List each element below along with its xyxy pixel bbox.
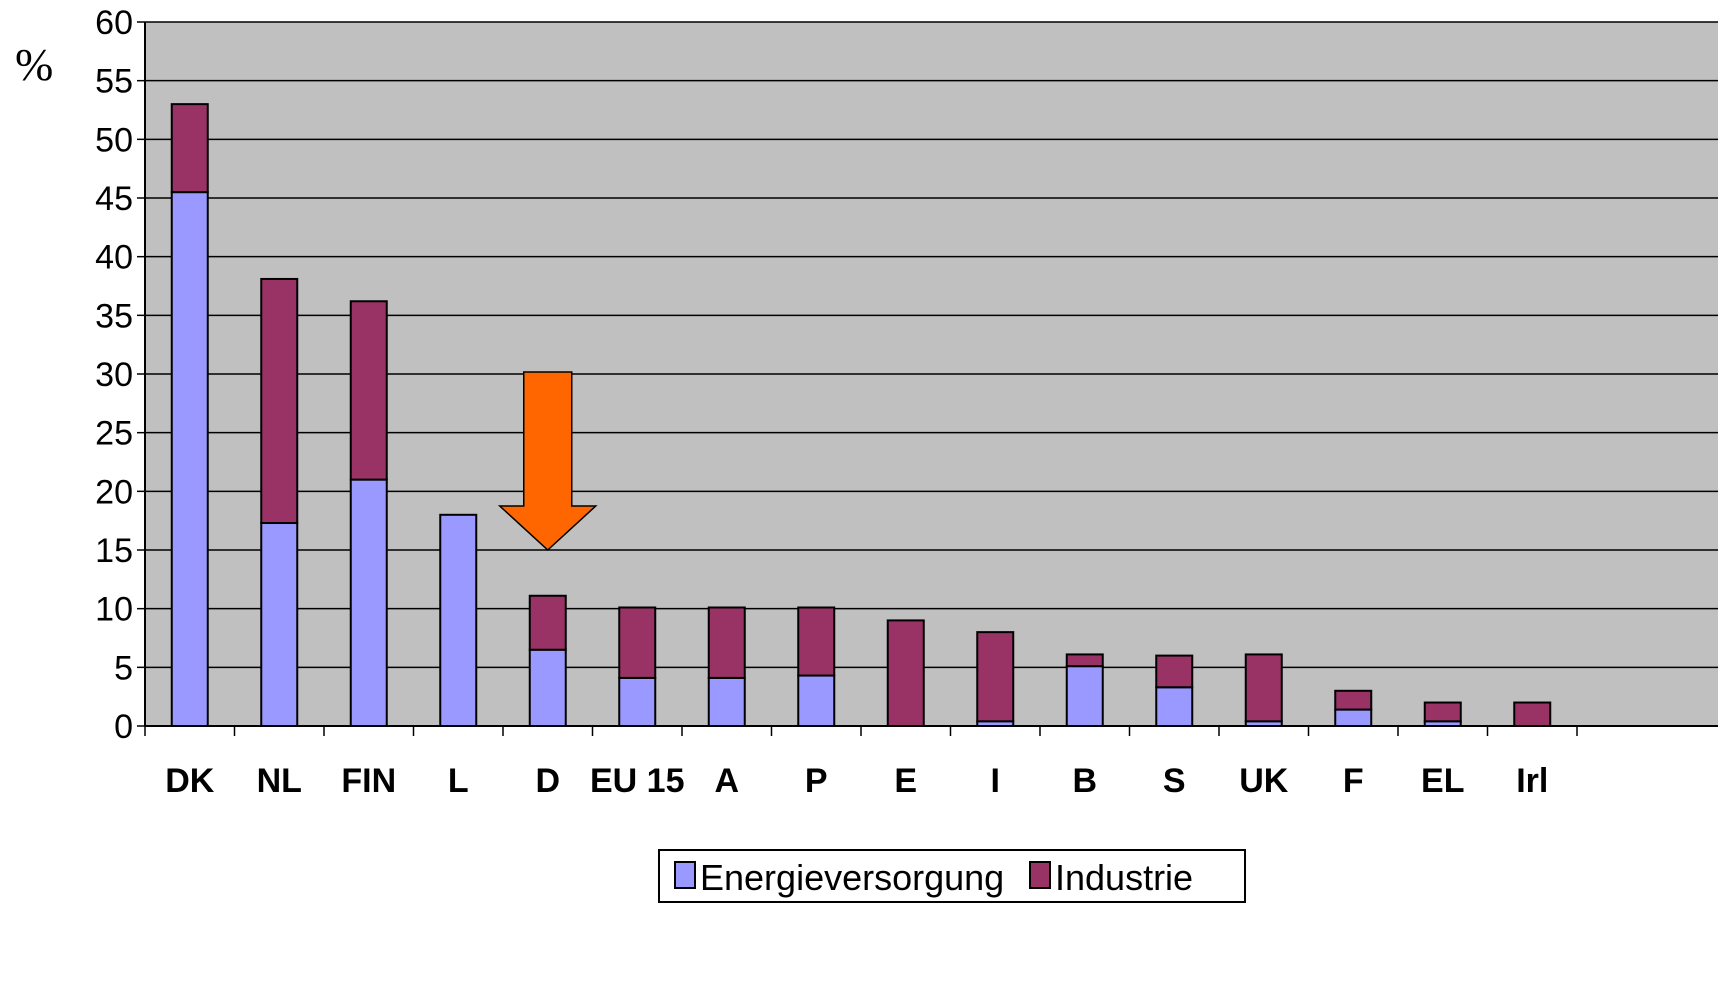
- bar-segment-energieversorgung: [797, 674, 836, 728]
- x-tick-label: D: [535, 762, 560, 800]
- axes: 0 5 10 15 20 25 30 35 40 45 50 55 60 DK NL FIN L D EU 15 A P…: [95, 4, 1718, 800]
- x-tick-label: S: [1163, 762, 1186, 800]
- gridlines: [145, 21, 1718, 669]
- bar-segment-industrie: [1155, 654, 1194, 689]
- y-tick-label: 60: [95, 4, 133, 42]
- x-tick-label: P: [805, 762, 828, 800]
- legend-swatch: [674, 861, 696, 889]
- y-tick-label: 10: [95, 591, 133, 629]
- y-tick-label: 5: [114, 649, 133, 687]
- legend-label: Energieversorgung: [700, 857, 1004, 898]
- x-tick-label: NL: [257, 762, 302, 800]
- x-tick-label: FIN: [341, 762, 396, 800]
- bar-segment-industrie: [886, 619, 925, 728]
- y-tick-label: 50: [95, 121, 133, 159]
- bar-segment-energieversorgung: [618, 676, 657, 727]
- bar-segment-energieversorgung: [349, 478, 388, 727]
- bar-segment-industrie: [528, 594, 567, 651]
- bar-segment-energieversorgung: [707, 676, 746, 727]
- bar-segment-industrie: [1423, 701, 1462, 723]
- x-tick-label: A: [714, 762, 739, 800]
- bar-segment-energieversorgung: [1065, 665, 1104, 727]
- down-arrow-icon: [497, 371, 598, 552]
- legend-swatch: [1029, 861, 1051, 889]
- x-tick-label: L: [448, 762, 469, 800]
- x-tick-label: EU 15: [590, 762, 685, 800]
- x-tick-label: Irl: [1516, 762, 1548, 800]
- y-tick-label: 25: [95, 415, 133, 453]
- bar-segment-industrie: [170, 103, 209, 194]
- y-axis-label: %: [15, 39, 53, 90]
- bar-segment-industrie: [260, 277, 299, 525]
- y-tick-label: 35: [95, 297, 133, 335]
- y-tick-label: 40: [95, 239, 133, 277]
- bar-segment-energieversorgung: [170, 191, 209, 727]
- legend-label: Industrie: [1055, 857, 1193, 898]
- x-tick-label: UK: [1239, 762, 1289, 800]
- bar-segment-energieversorgung: [1155, 686, 1194, 728]
- bar-segment-energieversorgung: [528, 648, 567, 728]
- y-tick-label: 0: [114, 708, 133, 746]
- bars: [170, 103, 1552, 728]
- x-tick-label: E: [894, 762, 917, 800]
- x-tick-label: EL: [1421, 762, 1464, 800]
- legend-box: [658, 849, 1246, 903]
- bar-segment-industrie: [1334, 689, 1373, 711]
- bar-segment-industrie: [1065, 653, 1104, 668]
- bar-segment-industrie: [618, 606, 657, 679]
- y-tick-label: 45: [95, 180, 133, 218]
- bar-segment-energieversorgung: [1334, 708, 1373, 727]
- annotations: [497, 371, 598, 552]
- x-tick-label: I: [991, 762, 1000, 800]
- bar-segment-industrie: [1244, 653, 1283, 723]
- x-tick-label: F: [1343, 762, 1364, 800]
- y-tick-label: 15: [95, 532, 133, 570]
- bar-segment-industrie: [1513, 701, 1552, 727]
- bar-segment-industrie: [797, 606, 836, 677]
- bar-segment-industrie: [976, 631, 1015, 723]
- bar-segment-energieversorgung: [260, 522, 299, 727]
- bar-segment-industrie: [349, 300, 388, 481]
- bar-segment-industrie: [707, 606, 746, 679]
- bar-segment-energieversorgung: [439, 513, 478, 727]
- y-tick-label: 55: [95, 63, 133, 101]
- x-tick-label: DK: [165, 762, 215, 800]
- x-tick-label: B: [1072, 762, 1097, 800]
- legend: Energieversorgung Industrie: [658, 849, 1246, 903]
- y-tick-label: 30: [95, 356, 133, 394]
- y-tick-label: 20: [95, 473, 133, 511]
